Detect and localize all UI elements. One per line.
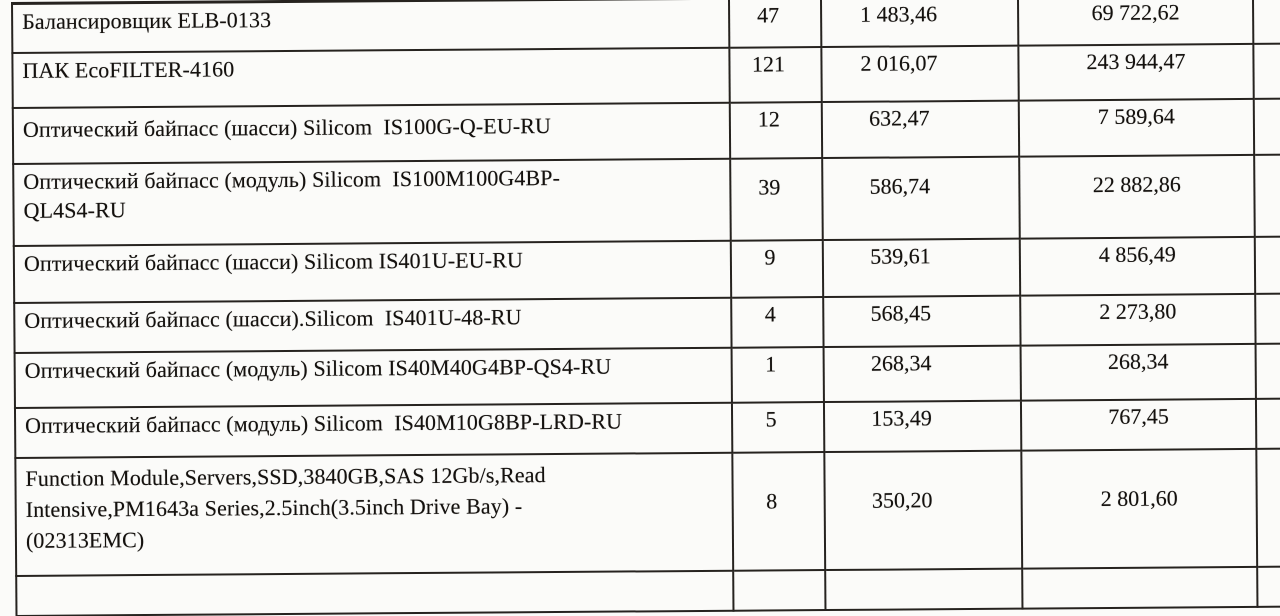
quantity-cell: 47 (728, 0, 822, 48)
quantity-cell: 12 (729, 101, 823, 159)
table-row: Оптический байпасс (модуль) Silicom IS10… (13, 152, 1280, 246)
total-amount-cell: 22 882,86 (1019, 154, 1255, 239)
table-row: Оптический байпасс (модуль) Silicom IS40… (14, 396, 1280, 458)
product-name-cell: Function Module,Servers,SSD,3840GB,SAS 1… (15, 452, 734, 576)
total-amount-cell: 2 801,60 (1021, 448, 1258, 569)
product-name-cell: ПАК EcoFILTER-4160 (12, 47, 730, 108)
quantity-cell: 9 (730, 239, 824, 298)
clipped-edge-cell (1255, 341, 1280, 399)
unit-price-cell: 586,74 (822, 156, 1020, 240)
clipped-edge-cell (1254, 234, 1280, 294)
unit-price-cell: 568,45 (823, 295, 1021, 347)
unit-price-cell: 632,47 (821, 100, 1020, 158)
total-amount-cell: 243 944,47 (1018, 43, 1254, 101)
table-row: ПАК EcoFILTER-4160 121 2 016,07 243 944,… (12, 41, 1280, 108)
product-name-cell: Оптический байпасс (модуль) Silicom IS10… (13, 158, 731, 246)
clipped-edge-cell (1254, 152, 1280, 237)
clipped-edge-cell (1252, 0, 1280, 44)
unit-price-cell (825, 568, 1023, 610)
total-amount-cell: 7 589,64 (1018, 98, 1255, 157)
unit-price-cell: 350,20 (824, 450, 1023, 570)
quantity-cell: 5 (731, 401, 825, 453)
product-name-cell: Оптический байпасс (модуль) Silicom IS40… (14, 347, 732, 408)
product-name-cell: Оптический байпасс (шасси).Silicom IS401… (14, 297, 732, 353)
clipped-edge-cell (1253, 41, 1280, 99)
clipped-edge-cell (1257, 564, 1280, 607)
scanned-document-page: Балансировщик ELB-0133 47 1 483,46 69 72… (11, 0, 1280, 616)
product-name-cell (16, 570, 734, 616)
total-amount-cell (1022, 566, 1258, 609)
clipped-edge-cell (1255, 291, 1280, 344)
quantity-cell (733, 569, 826, 611)
quantity-cell: 8 (732, 451, 826, 571)
unit-price-cell: 153,49 (823, 400, 1022, 452)
total-amount-cell: 69 722,62 (1017, 0, 1254, 46)
total-amount-cell: 268,34 (1020, 343, 1256, 401)
product-name-cell: Оптический байпасс (шасси) Silicom IS401… (13, 240, 732, 303)
quantity-cell: 39 (730, 157, 823, 241)
quantity-cell: 1 (731, 346, 824, 403)
price-table: Балансировщик ELB-0133 47 1 483,46 69 72… (11, 0, 1280, 616)
unit-price-cell: 268,34 (823, 345, 1021, 402)
product-name-cell: Балансировщик ELB-0133 (12, 0, 730, 53)
table-row: Function Module,Servers,SSD,3840GB,SAS 1… (15, 446, 1280, 576)
total-amount-cell: 767,45 (1020, 398, 1257, 451)
unit-price-cell: 1 483,46 (820, 0, 1019, 47)
total-amount-cell: 4 856,49 (1019, 236, 1256, 296)
table-row: Оптический байпасс (шасси) Silicom IS100… (12, 96, 1280, 164)
table-row: Оптический байпасс (модуль) Silicom IS40… (14, 341, 1280, 408)
table-row: Оптический байпасс (шасси).Silicom IS401… (14, 291, 1280, 353)
unit-price-cell: 2 016,07 (821, 45, 1019, 102)
clipped-edge-cell (1256, 446, 1280, 567)
clipped-edge-cell (1253, 96, 1280, 155)
table-row: Оптический байпасс (шасси) Silicom IS401… (13, 234, 1280, 303)
product-name-cell: Оптический байпасс (модуль) Silicom IS40… (14, 402, 733, 458)
clipped-edge-cell (1255, 396, 1280, 449)
total-amount-cell: 2 273,80 (1020, 293, 1256, 346)
unit-price-cell: 539,61 (822, 238, 1021, 297)
quantity-cell: 121 (729, 46, 822, 103)
quantity-cell: 4 (731, 296, 824, 348)
product-name-cell: Оптический байпасс (шасси) Silicom IS100… (12, 102, 731, 164)
